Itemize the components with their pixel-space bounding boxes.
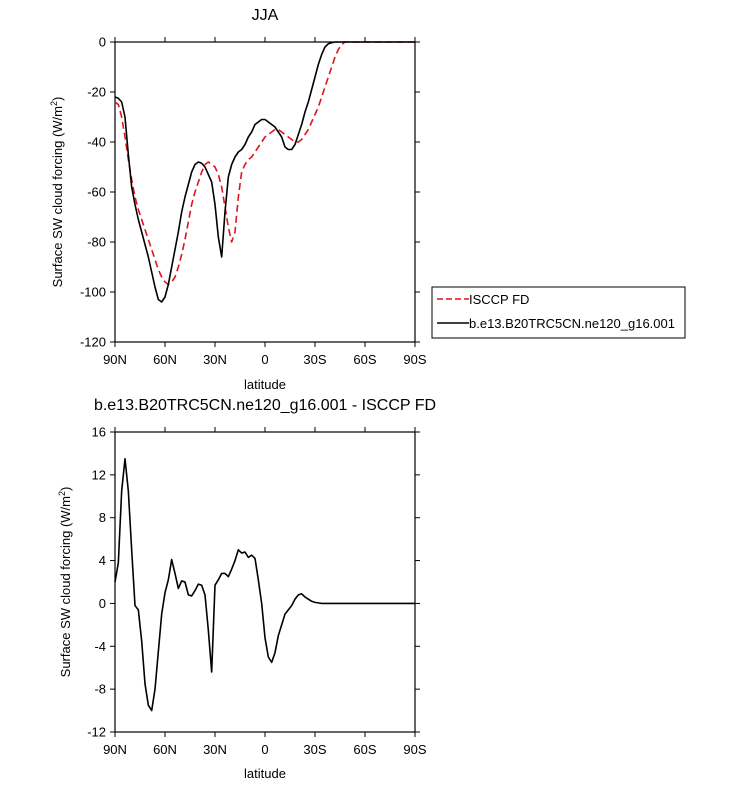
top-y-ticks: 0 -20 -40 -60 -80 -100 -120 — [80, 35, 420, 350]
top-xtick-label: 90S — [403, 352, 426, 367]
bottom-chart-title: b.e13.B20TRC5CN.ne120_g16.001 - ISCCP FD — [94, 397, 436, 414]
bottom-xtick-label: 60S — [353, 742, 376, 757]
bottom-series-line-0 — [114, 457, 415, 712]
top-xtick-label: 90N — [103, 352, 127, 367]
bottom-panel: b.e13.B20TRC5CN.ne120_g16.001 - ISCCP FD… — [57, 397, 436, 781]
top-series-lines — [114, 41, 415, 303]
bottom-plot-frame — [114, 431, 416, 733]
bottom-y-axis-label: Surface SW cloud forcing (W/m2) — [57, 487, 73, 678]
bottom-ytick-label: 16 — [92, 425, 106, 440]
top-xtick-label: 60N — [153, 352, 177, 367]
top-x-ticks: 90N 60N 30N 0 30S 60S 90S — [103, 37, 427, 367]
legend-box — [431, 286, 686, 339]
bottom-ytick-label: 12 — [92, 467, 106, 482]
bottom-xtick-label: 60N — [153, 742, 177, 757]
bottom-x-axis-label: latitude — [244, 766, 286, 781]
bottom-y-ticks: 16 12 8 4 0 -4 -8 -12 — [87, 425, 420, 740]
bottom-x-ticks: 90N 60N 30N 0 30S 60S 90S — [103, 427, 427, 757]
top-series-line-0 — [114, 41, 415, 286]
top-xtick-label: 0 — [261, 352, 268, 367]
legend-label-model: b.e13.B20TRC5CN.ne120_g16.001 — [469, 316, 675, 331]
bottom-series-lines — [114, 457, 415, 712]
top-ytick-label: -80 — [87, 235, 106, 250]
top-y-axis-label: Surface SW cloud forcing (W/m2) — [49, 97, 65, 288]
top-ytick-label: -60 — [87, 185, 106, 200]
bottom-ytick-label: -4 — [94, 639, 106, 654]
top-plot-frame — [114, 41, 416, 343]
bottom-ytick-label: 8 — [99, 510, 106, 525]
bottom-ytick-label: -8 — [94, 682, 106, 697]
top-series-line-1 — [114, 41, 415, 303]
top-ytick-label: -40 — [87, 135, 106, 150]
top-ytick-label: -20 — [87, 85, 106, 100]
top-ytick-label: -120 — [80, 335, 106, 350]
bottom-ytick-label: 4 — [99, 553, 106, 568]
legend-label-isccp: ISCCP FD — [469, 292, 529, 307]
bottom-xtick-label: 90S — [403, 742, 426, 757]
legend: ISCCP FD b.e13.B20TRC5CN.ne120_g16.001 — [431, 286, 686, 339]
bottom-xtick-label: 90N — [103, 742, 127, 757]
bottom-xtick-label: 30N — [203, 742, 227, 757]
bottom-xtick-label: 30S — [303, 742, 326, 757]
bottom-ytick-label: -12 — [87, 725, 106, 740]
bottom-xtick-label: 0 — [261, 742, 268, 757]
top-xtick-label: 30S — [303, 352, 326, 367]
top-xtick-label: 30N — [203, 352, 227, 367]
top-x-axis-label: latitude — [244, 377, 286, 392]
top-ytick-label: 0 — [99, 35, 106, 50]
top-panel: JJA 0 -20 -40 -60 -80 -100 -120 90N 60N 30N 0 30S 6… — [49, 7, 686, 392]
top-xtick-label: 60S — [353, 352, 376, 367]
top-chart-title: JJA — [252, 7, 279, 24]
bottom-ytick-label: 0 — [99, 596, 106, 611]
top-ytick-label: -100 — [80, 285, 106, 300]
